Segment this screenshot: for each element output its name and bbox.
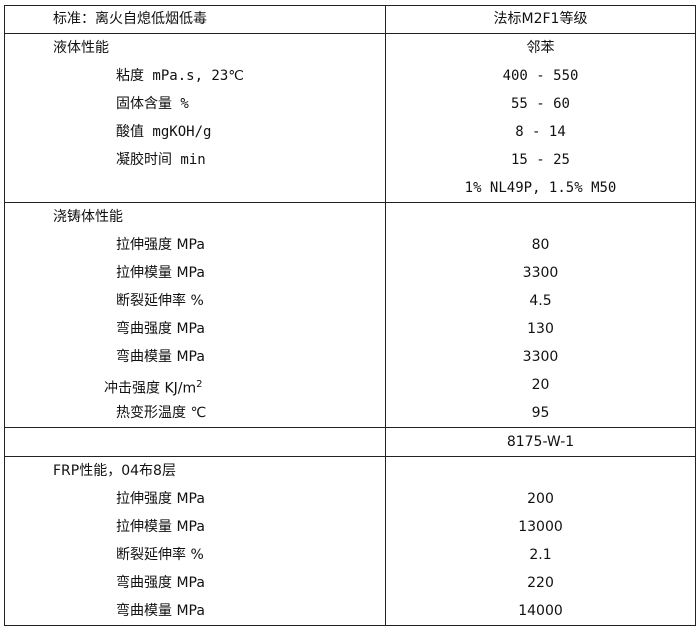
liquid-value: 15 - 25 xyxy=(510,152,570,168)
frp-label: 断裂延伸率 % xyxy=(116,547,204,563)
product-code-row: 8175-W-1 xyxy=(4,427,696,457)
frp-title: FRP性能，04布8层 xyxy=(53,463,176,479)
frp-section: FRP性能，04布8层 拉伸强度 MPa 拉伸模量 MPa 断裂延伸率 % 弯曲… xyxy=(4,456,696,626)
liquid-title: 液体性能 xyxy=(53,40,109,56)
cast-label: 断裂延伸率 % xyxy=(116,293,204,309)
cast-value: 4.5 xyxy=(529,293,552,309)
cast-value: 80 xyxy=(531,237,550,253)
liquid-label: 酸值 mgKOH/g xyxy=(116,124,212,140)
frp-value: 14000 xyxy=(518,603,563,619)
product-code: 8175-W-1 xyxy=(506,434,575,450)
cast-value: 3300 xyxy=(522,265,559,281)
cast-label: 弯曲强度 MPa xyxy=(116,321,205,337)
cast-title: 浇铸体性能 xyxy=(53,209,123,225)
frp-label: 拉伸强度 MPa xyxy=(116,491,205,507)
cast-value: 130 xyxy=(527,321,554,337)
liquid-label: 固体含量 % xyxy=(116,96,189,112)
liquid-value: 400 - 550 xyxy=(502,68,579,84)
liquid-section: 液体性能 粘度 mPa.s, 23℃ 固体含量 % 酸值 mgKOH/g 凝胶时… xyxy=(4,33,696,203)
liquid-label: 粘度 mPa.s, 23℃ xyxy=(116,68,245,84)
liquid-label: 凝胶时间 min xyxy=(116,152,206,168)
header-standard: 标准：离火自熄低烟低毒 xyxy=(4,5,386,34)
header-row: 标准：离火自熄低烟低毒 法标M2F1等级 xyxy=(4,5,696,34)
cast-value: 3300 xyxy=(522,349,559,365)
cast-label: 冲击强度 KJ/m2 xyxy=(104,379,203,397)
frp-value: 2.1 xyxy=(529,547,552,563)
liquid-note: 1% NL49P, 1.5% M50 xyxy=(464,180,617,196)
liquid-resin-type: 邻苯 xyxy=(526,40,555,56)
frp-label: 弯曲模量 MPa xyxy=(116,603,205,619)
liquid-value: 8 - 14 xyxy=(515,124,566,140)
cast-label: 拉伸强度 MPa xyxy=(116,237,205,253)
frp-value: 13000 xyxy=(518,519,563,535)
frp-label: 拉伸模量 MPa xyxy=(116,519,205,535)
header-grade: 法标M2F1等级 xyxy=(385,5,696,34)
frp-value: 220 xyxy=(527,575,554,591)
frp-label: 弯曲强度 MPa xyxy=(116,575,205,591)
cast-value: 20 xyxy=(531,377,550,393)
cast-section: 浇铸体性能 拉伸强度 MPa 拉伸模量 MPa 断裂延伸率 % 弯曲强度 MPa… xyxy=(4,202,696,428)
cast-value: 95 xyxy=(531,405,550,421)
cast-label: 拉伸模量 MPa xyxy=(116,265,205,281)
liquid-value: 55 - 60 xyxy=(510,96,570,112)
cast-label: 弯曲模量 MPa xyxy=(116,349,205,365)
properties-table: 标准：离火自熄低烟低毒 法标M2F1等级 液体性能 粘度 mPa.s, 23℃ … xyxy=(4,5,696,626)
frp-value: 200 xyxy=(527,491,554,507)
cast-label: 热变形温度 ℃ xyxy=(116,405,207,421)
